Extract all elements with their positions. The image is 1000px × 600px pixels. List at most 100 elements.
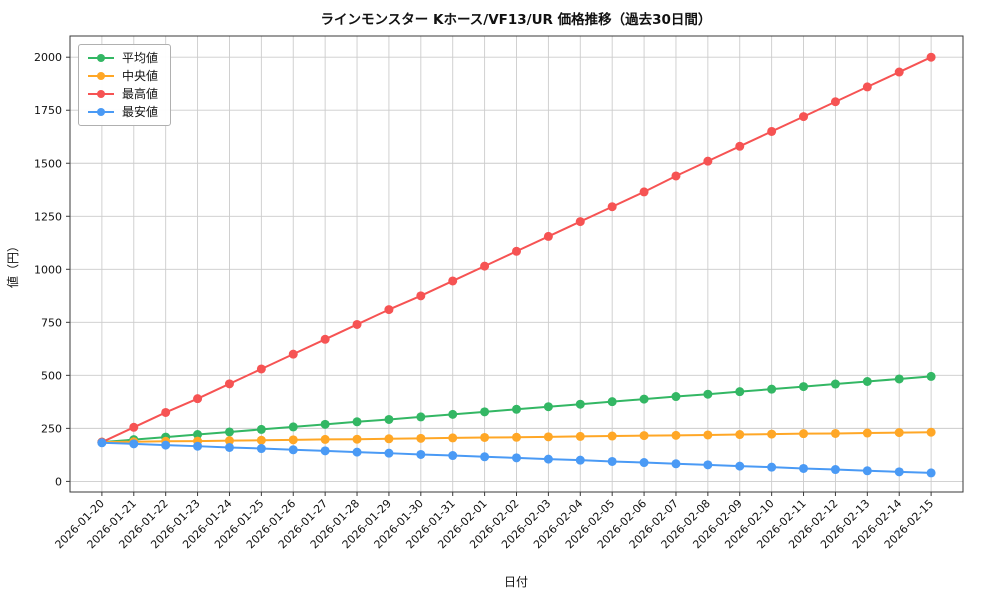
- data-point: [193, 430, 203, 440]
- legend-label: 最高値: [122, 87, 159, 101]
- data-point: [193, 394, 203, 404]
- data-point: [97, 438, 107, 448]
- legend-swatch: [88, 54, 114, 62]
- data-point: [735, 430, 745, 440]
- data-point: [894, 428, 904, 438]
- data-point: [639, 187, 649, 197]
- legend-swatch: [88, 90, 114, 98]
- data-point: [416, 433, 426, 443]
- data-point: [703, 460, 713, 470]
- data-point: [703, 389, 713, 399]
- legend-marker-dot: [97, 108, 105, 116]
- data-point: [830, 379, 840, 389]
- data-point: [288, 435, 298, 445]
- data-point: [512, 246, 521, 256]
- data-point: [384, 448, 394, 458]
- data-point: [767, 126, 777, 136]
- data-point: [926, 371, 936, 381]
- legend-marker-dot: [97, 54, 105, 62]
- data-point: [607, 456, 617, 466]
- data-point: [480, 261, 490, 271]
- data-point: [926, 52, 936, 62]
- data-point: [256, 364, 266, 374]
- data-point: [416, 412, 426, 422]
- legend-swatch: [88, 72, 114, 80]
- data-point: [830, 465, 840, 475]
- data-point: [512, 404, 521, 414]
- data-point: [830, 97, 840, 107]
- data-point: [575, 455, 585, 465]
- data-point: [161, 440, 171, 450]
- y-tick-label: 1500: [34, 157, 62, 170]
- data-point: [894, 467, 904, 477]
- data-point: [320, 334, 330, 344]
- data-point: [926, 468, 936, 478]
- data-point: [607, 202, 617, 212]
- data-point: [575, 431, 585, 441]
- data-point: [799, 382, 809, 392]
- data-point: [256, 444, 266, 454]
- legend-item: 最安値: [88, 106, 158, 118]
- data-point: [575, 399, 585, 409]
- data-point: [671, 171, 681, 181]
- data-point: [384, 305, 394, 315]
- data-point: [224, 379, 234, 389]
- chart-title: ラインモンスター Kホース/VF13/UR 価格推移（過去30日間）: [321, 11, 712, 28]
- data-point: [671, 430, 681, 440]
- data-point: [193, 441, 203, 451]
- data-point: [543, 231, 553, 241]
- data-point: [607, 397, 617, 407]
- y-axis-label: 値（円）: [5, 240, 20, 288]
- data-point: [288, 445, 298, 455]
- data-point: [767, 429, 777, 439]
- data-point: [543, 402, 553, 412]
- data-point: [862, 82, 872, 92]
- data-point: [320, 446, 330, 456]
- data-point: [575, 217, 585, 227]
- data-point: [894, 67, 904, 77]
- legend-label: 中央値: [122, 69, 159, 83]
- data-point: [512, 453, 521, 463]
- data-point: [480, 407, 490, 417]
- legend-label: 平均値: [122, 51, 159, 65]
- data-point: [512, 432, 521, 442]
- data-point: [320, 434, 330, 444]
- x-axis-label: 日付: [504, 575, 528, 589]
- legend: 平均値中央値最高値最安値: [78, 44, 172, 126]
- y-tick-label: 1750: [34, 104, 62, 117]
- legend-item: 最高値: [88, 88, 158, 100]
- data-point: [288, 349, 298, 359]
- data-point: [129, 439, 139, 449]
- data-point: [256, 424, 266, 434]
- data-point: [799, 112, 809, 122]
- data-point: [416, 449, 426, 459]
- data-point: [862, 428, 872, 438]
- data-point: [384, 414, 394, 424]
- legend-swatch: [88, 108, 114, 116]
- data-point: [224, 436, 234, 446]
- data-point: [703, 430, 713, 440]
- data-point: [352, 417, 362, 427]
- legend-marker-dot: [97, 72, 105, 80]
- data-point: [448, 409, 458, 419]
- legend-item: 中央値: [88, 70, 158, 82]
- data-point: [352, 447, 362, 457]
- y-tick-label: 1000: [34, 263, 62, 276]
- data-point: [671, 392, 681, 402]
- data-point: [448, 276, 458, 286]
- data-point: [894, 374, 904, 384]
- y-tick-label: 2000: [34, 51, 62, 64]
- data-point: [735, 387, 745, 397]
- data-point: [862, 466, 872, 476]
- y-tick-label: 750: [41, 316, 62, 329]
- legend-item: 平均値: [88, 52, 158, 64]
- data-point: [416, 291, 426, 301]
- data-point: [448, 451, 458, 461]
- series-layer: [97, 52, 936, 478]
- data-point: [735, 461, 745, 471]
- axis-layer: 0250500750100012501500175020002026-01-20…: [34, 51, 936, 551]
- data-point: [320, 419, 330, 429]
- data-point: [480, 452, 490, 462]
